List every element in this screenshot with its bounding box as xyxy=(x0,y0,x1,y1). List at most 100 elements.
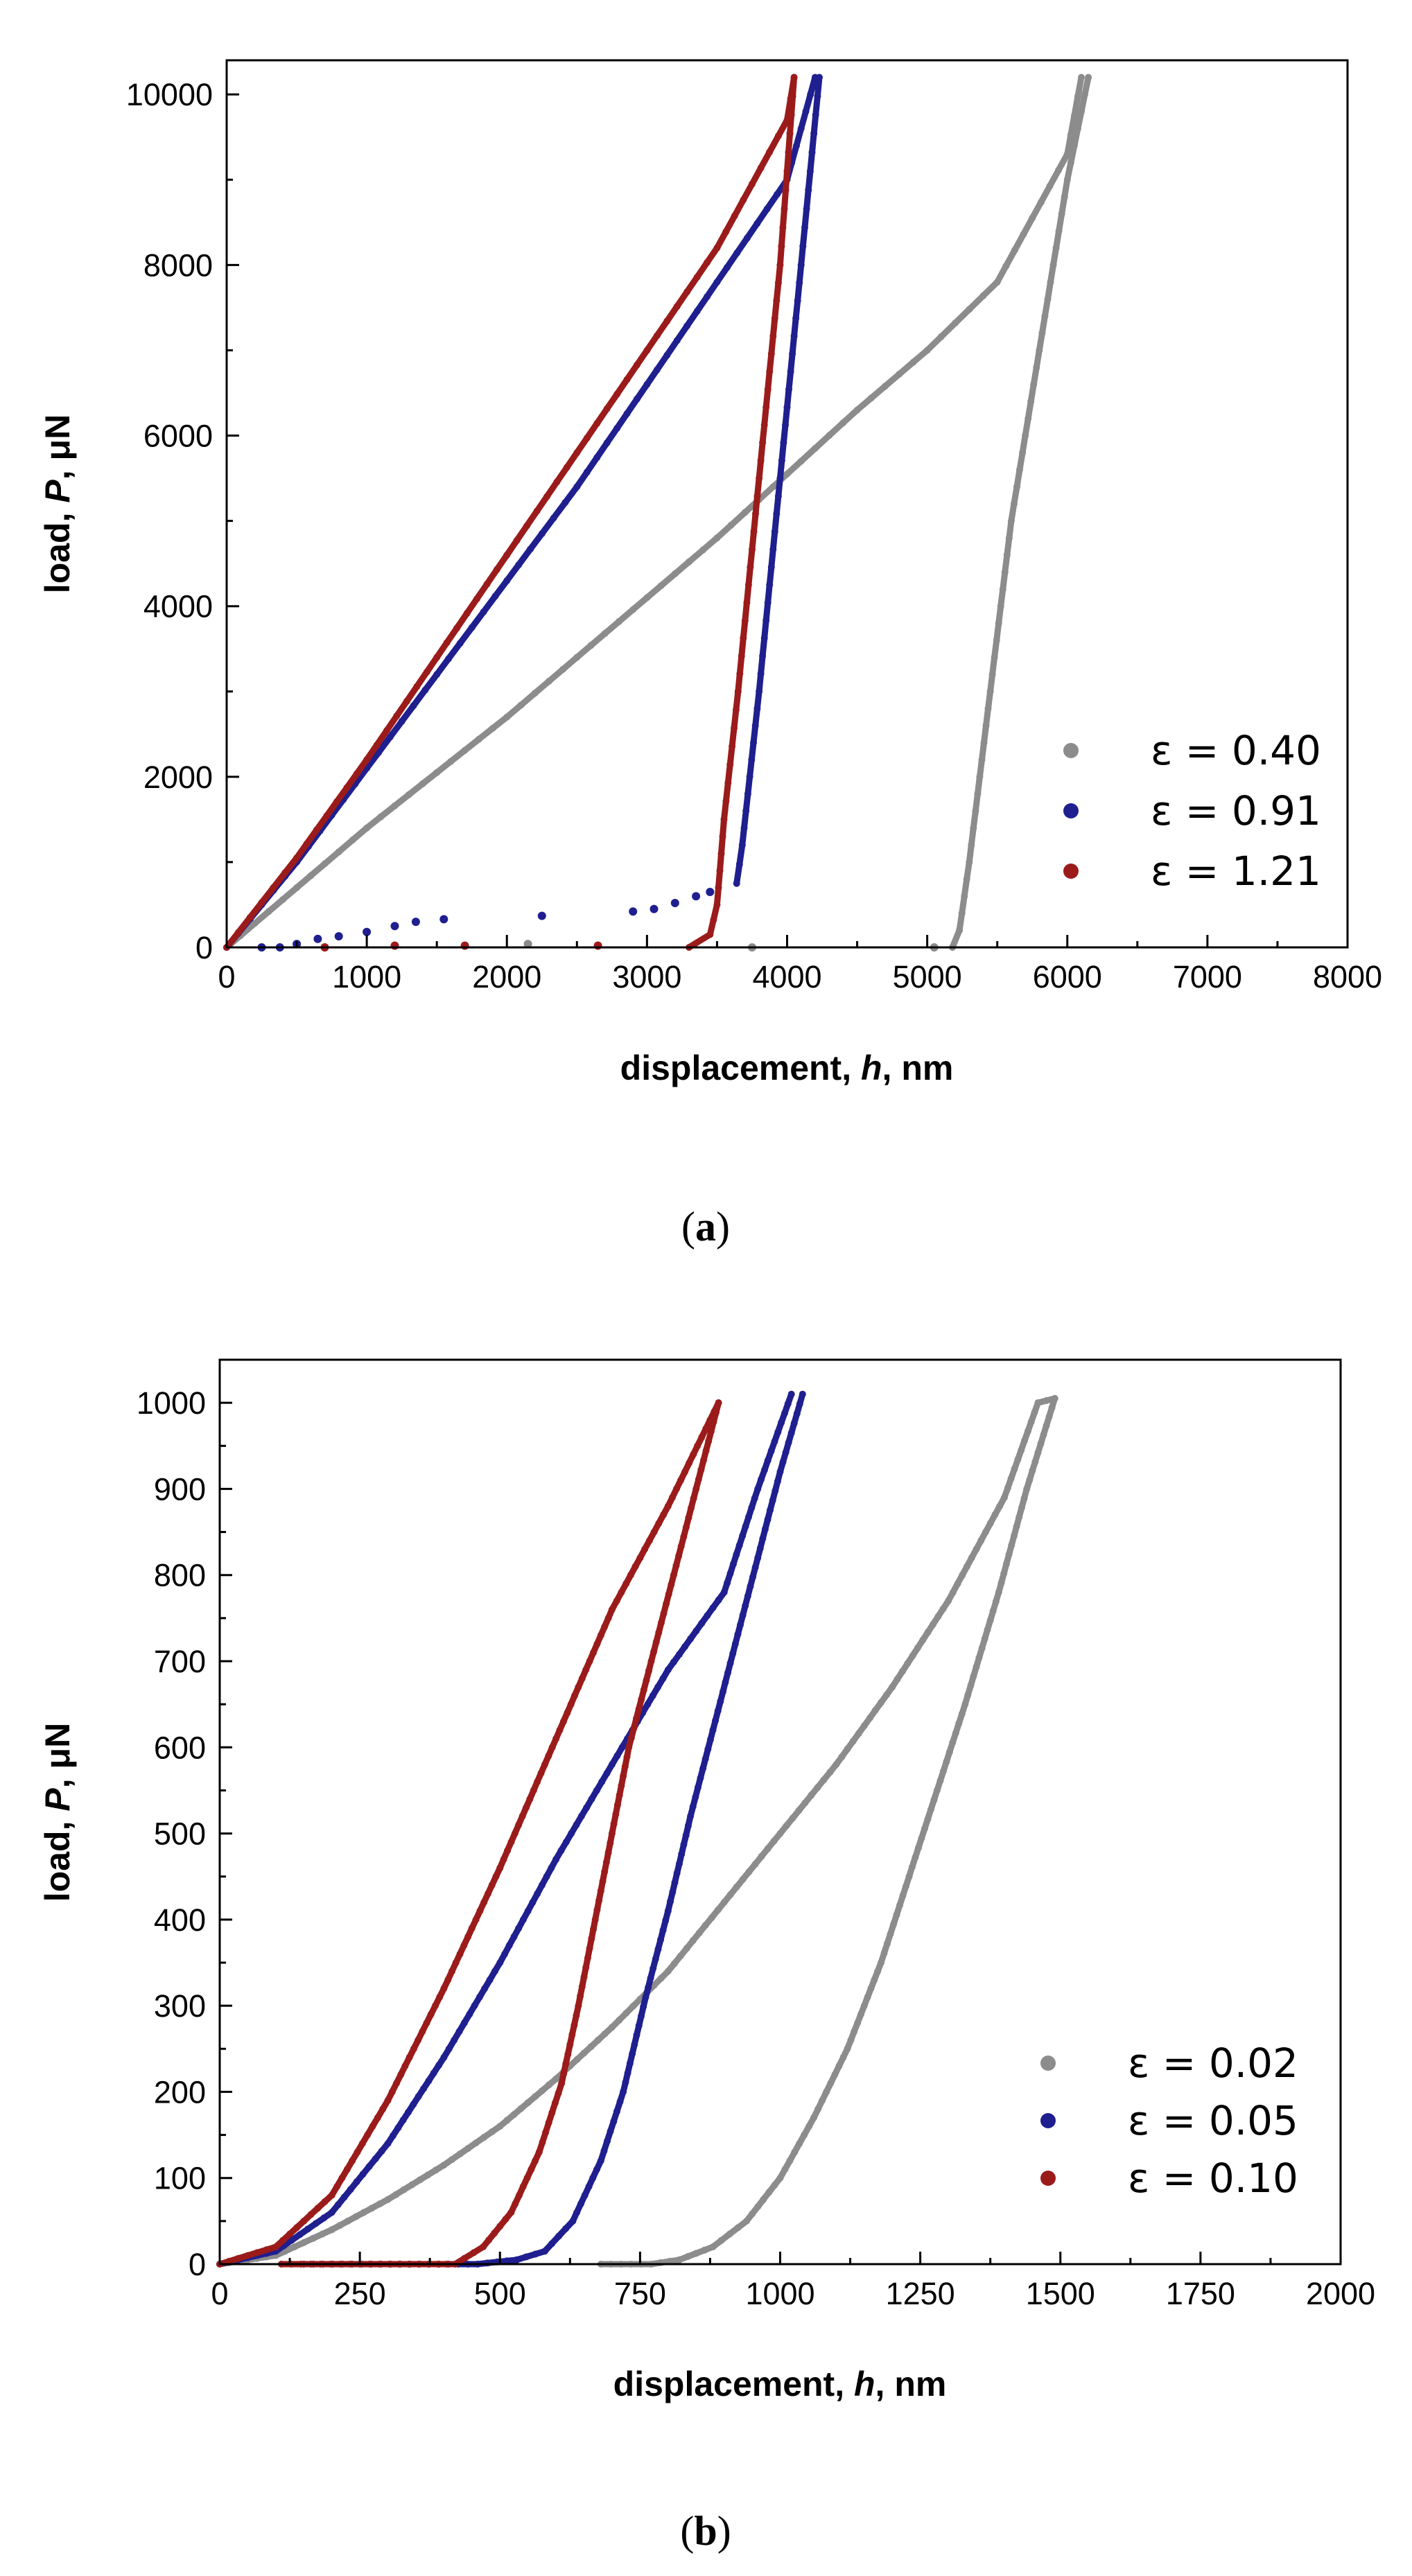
point-b-1-unloading-28 xyxy=(726,1659,734,1667)
point-b-0-unloading-52 xyxy=(903,1882,909,1890)
point-b-2-loading-36 xyxy=(432,2002,439,2010)
point-a-0-unloading-30 xyxy=(999,586,1006,593)
point-a-0-loading-40 xyxy=(783,470,791,477)
point-a-1-unloading-19 xyxy=(782,421,789,429)
point-b-2-loading-38 xyxy=(440,1985,448,1992)
point-a-1-unloading-29 xyxy=(764,599,772,606)
point-a-2-loading-28 xyxy=(513,536,521,544)
point-b-1-unloading-10 xyxy=(772,1487,779,1495)
point-a-0-unloading-20 xyxy=(1025,414,1032,422)
point-a-0-loading-17 xyxy=(461,746,469,754)
point-b-1-loading-109 xyxy=(787,1390,795,1398)
point-b-0-loading-124 xyxy=(1024,1428,1031,1435)
point-b-2-unloading-7 xyxy=(697,1466,705,1473)
point-b-2-unloading-25 xyxy=(652,1638,660,1646)
point-b-1-unloading-5 xyxy=(785,1439,792,1446)
point-a-0-loading-18 xyxy=(475,735,482,743)
point-b-2-loading-46 xyxy=(472,1916,480,1923)
point-b-0-unloading-8 xyxy=(1029,1467,1036,1475)
point-a-2-unloading-38 xyxy=(726,761,734,769)
point-b-1-loading-17 xyxy=(353,2178,360,2186)
point-a-0-loading-8 xyxy=(335,848,342,856)
axis-ticks-a: 0 1000 2000 3000 4000 5000 6000 7000 8000 0 2000 40… xyxy=(126,77,1382,995)
point-b-1-loading-77 xyxy=(659,1674,667,1682)
point-a-1-loading-16 xyxy=(410,702,417,710)
point-a-0-unloading-11 xyxy=(1049,261,1057,269)
point-a-2-unloading-39 xyxy=(724,779,732,787)
point-b-1-unloading-38 xyxy=(701,1755,709,1762)
legend-marker-b-2 xyxy=(1040,2171,1056,2186)
point-b-1-loading-108 xyxy=(784,1400,792,1408)
point-a-1-loading-36 xyxy=(633,395,640,403)
point-a-1-sparse-13 xyxy=(692,892,701,901)
point-b-0-unloading-44 xyxy=(927,1806,934,1813)
point-b-0-loading-126 xyxy=(1031,1408,1038,1416)
point-b-2-loading-3 xyxy=(244,2252,252,2259)
point-b-1-unloading-12 xyxy=(767,1506,774,1514)
point-b-1-unloading-26 xyxy=(731,1640,739,1648)
point-a-1-sparse-8 xyxy=(439,915,448,924)
point-b-2-loading-30 xyxy=(406,2053,413,2061)
point-a-0-unloading-19 xyxy=(1027,398,1035,405)
point-a-1-unloading-30 xyxy=(762,617,770,624)
point-a-1-unloading-12 xyxy=(794,297,801,304)
point-a-1-loading-48 xyxy=(753,220,761,227)
point-a-0-loading-26 xyxy=(587,642,595,649)
point-b-0-loading-82 xyxy=(820,1776,828,1784)
point-b-2-loading-64 xyxy=(541,1761,548,1769)
point-b-0-unloading-37 xyxy=(949,1739,957,1746)
point-b-0-unloading-97 xyxy=(692,2250,700,2257)
point-a-0-unloading-0 xyxy=(1085,73,1092,81)
point-b-1-unloading-8 xyxy=(776,1468,784,1475)
point-b-0-loading-84 xyxy=(833,1761,840,1769)
point-b-0-loading-76 xyxy=(783,1822,790,1830)
point-a-2-unloading-16 xyxy=(766,368,774,376)
point-b-0-loading-118 xyxy=(1004,1484,1011,1492)
point-b-0-loading-67 xyxy=(726,1891,734,1898)
point-a-2-loading-20 xyxy=(433,654,441,661)
point-a-0-loading-6 xyxy=(307,872,315,879)
point-a-1-unloading-44 xyxy=(735,861,743,868)
point-b-1-loading-40 xyxy=(476,1993,483,2001)
point-a-0-loading-33 xyxy=(686,558,692,566)
point-b-1-loading-88 xyxy=(720,1588,728,1596)
point-b-1-loading-24 xyxy=(394,2124,402,2132)
point-a-1-loading-33 xyxy=(603,439,611,447)
point-b-2-loading-47 xyxy=(476,1907,484,1915)
point-b-1-unloading-13 xyxy=(764,1516,772,1523)
point-b-1-unloading-61 xyxy=(647,1974,654,1982)
point-b-1-unloading-40 xyxy=(697,1774,704,1782)
point-b-1-loading-18 xyxy=(359,2171,367,2178)
point-b-0-unloading-98 xyxy=(684,2253,692,2261)
point-b-0-loading-64 xyxy=(708,1914,715,1922)
point-b-0-loading-31 xyxy=(480,2134,488,2141)
point-a-2-sparse-2 xyxy=(460,941,469,950)
point-b-0-loading-111 xyxy=(973,1545,980,1553)
point-b-0-unloading-27 xyxy=(978,1645,986,1652)
point-b-2-loading-29 xyxy=(401,2062,409,2070)
point-b-0-unloading-55 xyxy=(893,1911,900,1918)
point-b-0-loading-119 xyxy=(1007,1475,1015,1482)
point-b-1-loading-64 xyxy=(593,1787,600,1794)
point-b-2-unloading-68 xyxy=(564,2051,572,2058)
series-a-1-loading-line xyxy=(224,76,819,949)
point-b-1-unloading-17 xyxy=(754,1554,762,1561)
point-b-1-loading-85 xyxy=(704,1612,711,1620)
axis-ticks-b: 0 250 500 750 1000 1250 1500 1750 2000 0 100 200 300… xyxy=(137,1385,1375,2311)
point-a-0-loading-30 xyxy=(643,594,651,602)
point-b-1-unloading-82 xyxy=(589,2174,597,2182)
point-b-1-loading-81 xyxy=(681,1642,689,1650)
point-b-1-loading-105 xyxy=(774,1428,782,1436)
point-b-0-loading-40 xyxy=(546,2081,552,2089)
point-b-1-loading-47 xyxy=(510,1933,518,1940)
point-b-1-unloading-29 xyxy=(724,1669,731,1676)
y-tick-label-b-3: 300 xyxy=(154,1988,206,2024)
point-b-2-unloading-4 xyxy=(705,1437,713,1445)
point-b-0-unloading-1 xyxy=(1048,1404,1056,1411)
point-a-1-loading-45 xyxy=(723,263,731,271)
point-b-2-unloading-29 xyxy=(643,1676,650,1684)
point-a-0-unloading-12 xyxy=(1047,279,1054,286)
point-b-0-loading-27 xyxy=(448,2156,455,2164)
point-a-0-unloading-34 xyxy=(991,654,998,661)
